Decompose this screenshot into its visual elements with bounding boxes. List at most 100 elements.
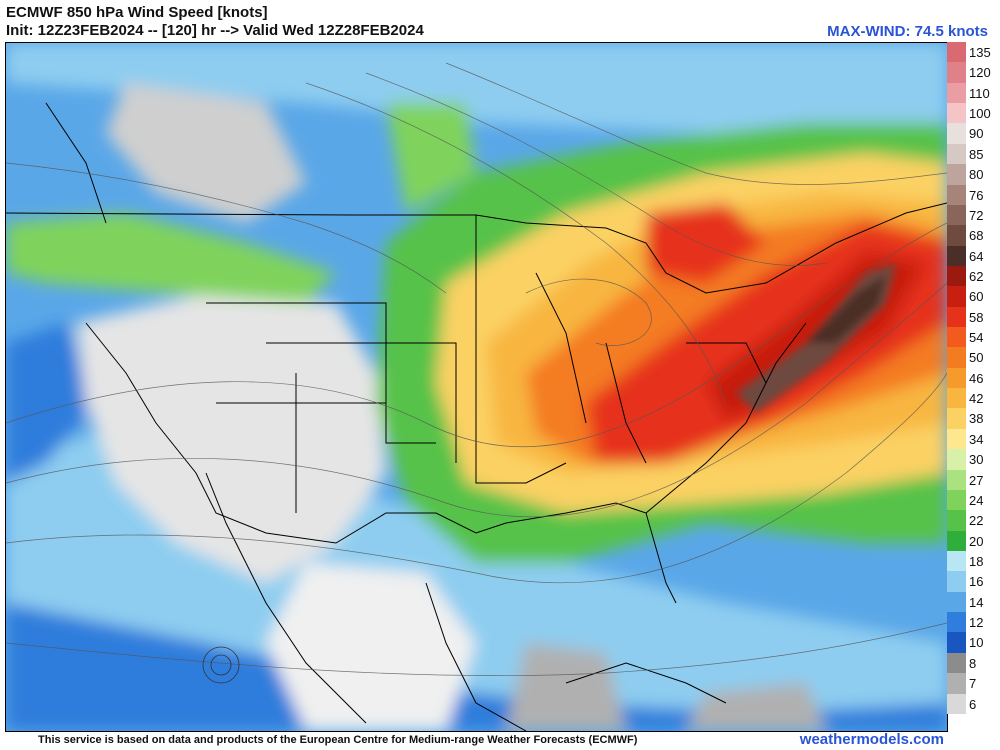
legend-row: 8 (947, 652, 999, 674)
legend-label: 14 (969, 594, 984, 610)
legend-row: 110 (947, 82, 999, 104)
legend-row: 58 (947, 306, 999, 328)
legend-label: 24 (969, 492, 984, 508)
legend-label: 100 (969, 106, 991, 122)
legend-swatch (947, 42, 966, 63)
legend-swatch (947, 245, 966, 266)
legend-label: 90 (969, 126, 984, 142)
map-title: ECMWF 850 hPa Wind Speed [knots] Init: 1… (6, 4, 424, 40)
legend-label: 38 (969, 411, 984, 427)
legend-row: 16 (947, 571, 999, 592)
legend-swatch (947, 265, 966, 287)
cyclone-swirl (202, 646, 240, 684)
legend-label: 30 (969, 452, 984, 468)
color-scale-legend: 135 120 110 100 90 85 80 76 72 68 64 62 60 58 54 50 46 42… (947, 42, 999, 714)
legend-swatch (947, 652, 966, 674)
legend-swatch (947, 164, 966, 185)
legend-swatch (947, 591, 966, 613)
legend-label: 80 (969, 167, 984, 183)
legend-label: 27 (969, 472, 984, 488)
legend-label: 85 (969, 146, 984, 162)
title-line-2: Init: 12Z23FEB2024 -- [120] hr --> Valid… (6, 22, 424, 39)
max-wind-label: MAX-WIND: 74.5 knots (827, 23, 988, 40)
legend-swatch (947, 510, 966, 531)
legend-label: 6 (969, 696, 977, 712)
legend-row: 80 (947, 164, 999, 185)
map-canvas (6, 43, 947, 731)
jet-core (736, 263, 896, 413)
legend-row: 10 (947, 632, 999, 653)
legend-row: 30 (947, 449, 999, 470)
legend-row: 6 (947, 693, 999, 714)
legend-swatch (947, 632, 966, 653)
legend-label: 7 (969, 676, 977, 692)
legend-swatch (947, 143, 966, 165)
legend-label: 68 (969, 228, 984, 244)
legend-row: 27 (947, 469, 999, 490)
legend-label: 58 (969, 309, 984, 325)
legend-swatch (947, 673, 966, 694)
legend-swatch (947, 408, 966, 429)
legend-swatch (947, 612, 966, 633)
legend-swatch (947, 550, 966, 572)
legend-label: 16 (969, 574, 984, 590)
legend-swatch (947, 693, 966, 714)
legend-row: 18 (947, 550, 999, 572)
legend-row: 62 (947, 265, 999, 287)
legend-swatch (947, 184, 966, 205)
legend-row: 42 (947, 388, 999, 409)
wind-speed-map (5, 42, 948, 732)
data-credit: This service is based on data and produc… (38, 734, 638, 746)
legend-row: 34 (947, 428, 999, 450)
legend-label: 12 (969, 615, 984, 631)
legend-label: 20 (969, 533, 984, 549)
legend-label: 76 (969, 187, 984, 203)
legend-swatch (947, 123, 966, 144)
legend-swatch (947, 449, 966, 470)
legend-swatch (947, 327, 966, 348)
legend-row: 85 (947, 143, 999, 165)
legend-label: 10 (969, 635, 984, 651)
legend-label: 62 (969, 268, 984, 284)
legend-label: 135 (969, 45, 991, 60)
site-link[interactable]: weathermodels.com (799, 731, 944, 748)
legend-row: 22 (947, 510, 999, 531)
legend-swatch (947, 571, 966, 592)
legend-row: 38 (947, 408, 999, 429)
legend-swatch (947, 306, 966, 328)
legend-row: 135 (947, 42, 999, 63)
legend-swatch (947, 225, 966, 246)
legend-row: 120 (947, 62, 999, 83)
legend-row: 24 (947, 489, 999, 511)
legend-label: 50 (969, 350, 984, 366)
legend-swatch (947, 428, 966, 450)
legend-label: 120 (969, 65, 991, 81)
legend-label: 8 (969, 655, 977, 671)
legend-swatch (947, 82, 966, 104)
legend-row: 12 (947, 612, 999, 633)
legend-row: 14 (947, 591, 999, 613)
legend-row: 20 (947, 530, 999, 551)
wind-field (6, 43, 947, 731)
legend-row: 72 (947, 204, 999, 226)
legend-row: 46 (947, 367, 999, 389)
legend-label: 22 (969, 513, 984, 529)
legend-label: 72 (969, 207, 984, 223)
legend-row: 54 (947, 327, 999, 348)
legend-swatch (947, 469, 966, 490)
legend-label: 42 (969, 391, 984, 407)
legend-label: 34 (969, 431, 984, 447)
streamlines (6, 62, 947, 676)
legend-row: 100 (947, 103, 999, 124)
legend-swatch (947, 530, 966, 551)
legend-row: 76 (947, 184, 999, 205)
legend-swatch (947, 347, 966, 368)
legend-swatch (947, 367, 966, 389)
legend-label: 64 (969, 248, 984, 264)
legend-label: 110 (969, 85, 990, 101)
legend-swatch (947, 286, 966, 307)
legend-swatch (947, 62, 966, 83)
legend-row: 68 (947, 225, 999, 246)
legend-row: 50 (947, 347, 999, 368)
legend-swatch (947, 103, 966, 124)
